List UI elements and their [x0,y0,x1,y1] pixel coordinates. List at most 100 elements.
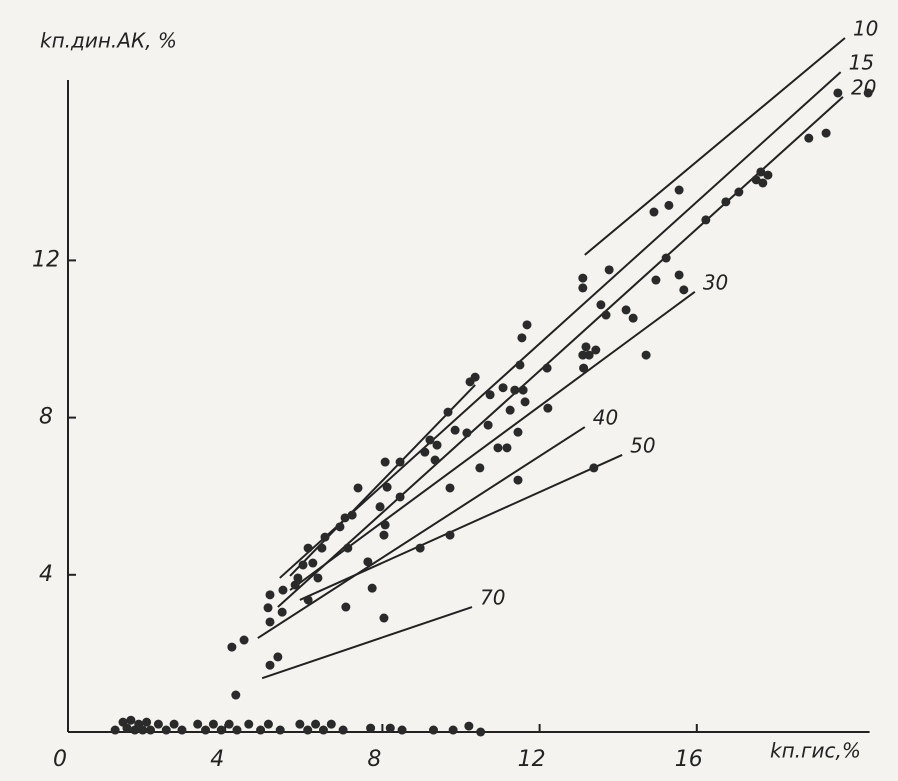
data-point [664,200,674,210]
data-point [177,725,187,735]
data-point [863,88,873,98]
data-point [679,285,689,295]
data-point [126,715,136,725]
data-point [485,390,495,400]
x-tick-label: 12 [518,747,546,772]
data-point [483,420,493,430]
fit-line [279,71,842,579]
data-point [581,342,591,352]
data-point [275,725,285,735]
data-point [232,725,242,735]
data-point [265,590,275,600]
data-point [674,270,684,280]
data-point [385,723,395,733]
data-point [578,273,588,283]
data-point [450,425,460,435]
data-point [110,725,120,735]
data-point [804,133,814,143]
data-point [515,360,525,370]
data-point [621,305,631,315]
data-point [216,725,226,735]
data-point [277,607,287,617]
data-point [122,723,132,733]
data-point [303,595,313,605]
data-point [239,635,249,645]
data-point [591,345,601,355]
x-tick-label: 16 [675,747,703,772]
data-point [341,602,351,612]
fit-line [299,454,623,601]
data-point [520,397,530,407]
data-point [584,350,594,360]
line-label: 30 [703,270,728,294]
data-point [517,333,527,343]
data-point [256,725,266,735]
data-point [290,580,300,590]
data-point [701,215,711,225]
line-label: 40 [593,406,618,430]
data-point [138,725,148,735]
fit-line [289,291,696,591]
data-point [153,719,163,729]
data-point [317,543,327,553]
data-point [295,719,305,729]
data-point [651,275,661,285]
data-point [445,530,455,540]
data-point [379,530,389,540]
data-point [298,560,308,570]
data-point [318,725,328,735]
data-point [420,447,430,457]
data-point [589,463,599,473]
data-point [505,405,515,415]
data-point [493,443,503,453]
data-point [518,385,528,395]
data-point [293,573,303,583]
data-point [142,717,152,727]
data-point [201,725,211,735]
data-point [273,652,283,662]
data-point [513,475,523,485]
x-tick-label: 0 [53,747,67,772]
data-point [335,522,345,532]
data-point [338,725,348,735]
data-point [674,185,684,195]
data-point [380,520,390,530]
data-point [510,385,520,395]
data-point [833,88,843,98]
data-point [395,492,405,502]
data-point [366,723,376,733]
data-point [758,178,768,188]
data-point [308,558,318,568]
line-label: 70 [480,586,505,610]
data-point [475,463,485,473]
data-point [231,690,241,700]
data-point [161,725,171,735]
data-point [326,719,336,729]
data-point [763,170,773,180]
data-point [498,383,508,393]
data-point [601,310,611,320]
data-point [821,128,831,138]
data-point [522,320,532,330]
y-axis-label: kп.дин.АК, % [40,29,177,53]
data-point [628,313,638,323]
data-point [751,175,761,185]
data-point [448,725,458,735]
data-point [445,483,455,493]
data-point [263,603,273,613]
data-point [278,585,288,595]
data-point [265,617,275,627]
data-point [363,557,373,567]
data-point [382,482,392,492]
data-point [596,300,606,310]
fit-line [277,96,844,608]
data-point [428,725,438,735]
data-point [224,719,234,729]
x-tick-label: 8 [367,747,381,772]
data-point [513,427,523,437]
data-point [470,372,480,382]
data-point [661,253,671,263]
data-point [313,573,323,583]
